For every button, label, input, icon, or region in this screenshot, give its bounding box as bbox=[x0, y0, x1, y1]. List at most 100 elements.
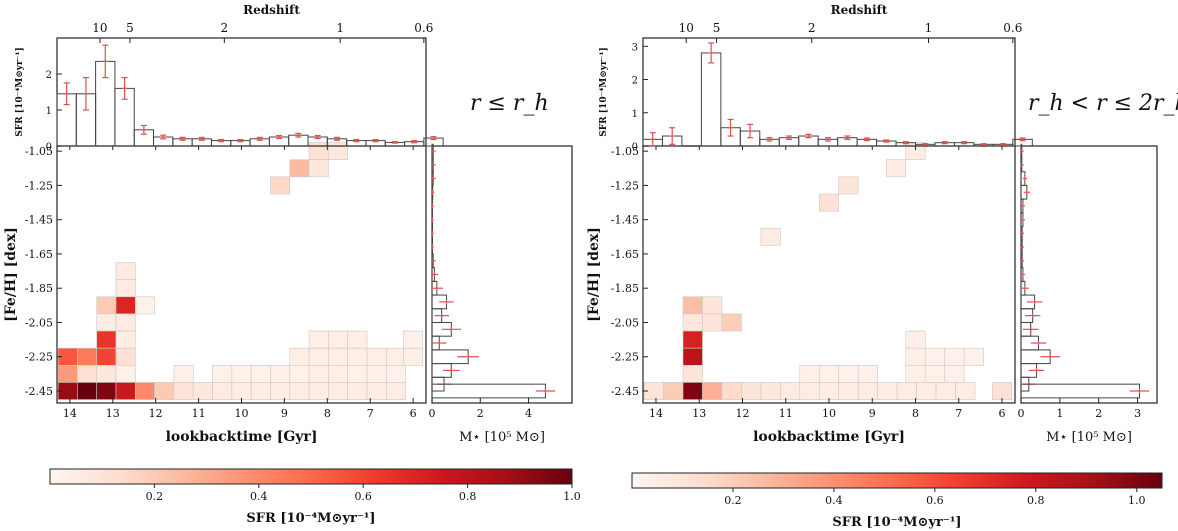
colorbar-tick-label: 1.0 bbox=[1128, 494, 1146, 507]
heatmap-cell bbox=[702, 382, 723, 400]
heatmap-cell bbox=[818, 382, 840, 400]
heatmap-cell bbox=[905, 365, 926, 383]
x-tick-label: 10 bbox=[235, 407, 249, 420]
mass-tick-label: 2 bbox=[477, 407, 484, 420]
heatmap-cell bbox=[721, 382, 742, 400]
heatmap-cell bbox=[328, 365, 348, 383]
redshift-tick-label: 1 bbox=[925, 21, 933, 35]
colorbar-tick-label: 0.2 bbox=[146, 490, 164, 503]
colorbar-tick-label: 0.8 bbox=[1027, 494, 1045, 507]
y-tick-label: -2.25 bbox=[611, 351, 639, 364]
colorbar-tick-label: 0.6 bbox=[354, 490, 372, 503]
heatmap-cell bbox=[760, 227, 781, 246]
redshift-tick-label: 0.6 bbox=[414, 21, 433, 35]
x-tick-label: 11 bbox=[192, 407, 206, 420]
heatmap-cell bbox=[115, 382, 136, 400]
heatmap-cell bbox=[366, 347, 387, 366]
y-axis-label: [Fe/H] [dex] bbox=[586, 227, 602, 322]
heatmap-cell bbox=[386, 382, 406, 400]
y-tick-label: -2.45 bbox=[25, 385, 53, 398]
colorbar-tick-label: 0.2 bbox=[724, 494, 742, 507]
heatmap-cell bbox=[857, 365, 878, 383]
heatmap-cell bbox=[935, 382, 956, 400]
heatmap-cell bbox=[115, 313, 136, 332]
x-tick-label: 8 bbox=[912, 407, 919, 420]
y-tick-label: -1.05 bbox=[25, 145, 53, 158]
colorbar bbox=[631, 472, 1163, 489]
heatmap-cell bbox=[905, 330, 926, 349]
heatmap-cell bbox=[192, 382, 213, 400]
y-tick-label: -2.45 bbox=[611, 385, 639, 398]
x-tick-label: 10 bbox=[822, 407, 836, 420]
sfr-axis-label: SFR [10⁻⁴M⊙yr⁻¹] bbox=[599, 47, 609, 136]
heatmap-cell bbox=[386, 365, 406, 383]
sfr-tick-label: 2 bbox=[632, 76, 638, 87]
redshift-tick-label: 2 bbox=[808, 21, 816, 35]
heatmap-cell bbox=[115, 262, 136, 280]
heatmap-cell bbox=[916, 382, 937, 400]
y-tick-label: -1.05 bbox=[611, 145, 639, 158]
mass-tick-label: 0 bbox=[1018, 407, 1025, 420]
x-tick-label: 6 bbox=[410, 407, 417, 420]
heatmap-cell bbox=[308, 142, 329, 161]
sfr-axes-frame bbox=[642, 37, 1016, 147]
redshift-tick-label: 0.6 bbox=[1003, 21, 1022, 35]
region-annotation: r ≤ r_h bbox=[470, 91, 549, 116]
heatmap-cell bbox=[905, 347, 926, 366]
x-tick-label: 7 bbox=[367, 407, 374, 420]
heatmap-cell bbox=[347, 365, 368, 383]
x-axis-label: lookbacktime [Gyr] bbox=[753, 429, 905, 445]
heatmap-cell bbox=[250, 365, 271, 383]
y-tick-label: -1.85 bbox=[25, 282, 53, 295]
heatmap-cell bbox=[944, 347, 965, 366]
colorbar bbox=[49, 468, 573, 485]
colorbar-tick-label: 1.0 bbox=[563, 490, 581, 503]
sfr-history-bar bbox=[700, 52, 722, 147]
heatmap-cell bbox=[366, 365, 387, 383]
region-annotation: r_h < r ≤ 2r_h bbox=[1028, 91, 1178, 116]
x-tick-label: 6 bbox=[999, 407, 1006, 420]
heatmap-cell bbox=[924, 347, 946, 366]
heatmap-cell bbox=[115, 296, 136, 315]
heatmap-cell bbox=[721, 313, 742, 332]
heatmap-cell bbox=[955, 382, 976, 400]
heatmap-cell bbox=[173, 382, 194, 400]
heatmap-cell bbox=[386, 347, 406, 366]
sfr-tick-label: 1 bbox=[632, 109, 638, 120]
heatmap-cell bbox=[328, 347, 348, 366]
y-tick-label: -1.25 bbox=[25, 179, 53, 192]
heatmap-cell bbox=[780, 382, 801, 400]
heatmap-cell bbox=[115, 365, 136, 383]
x-tick-label: 13 bbox=[106, 407, 120, 420]
heatmap-cell bbox=[663, 382, 684, 400]
heatmap-cell bbox=[308, 347, 329, 366]
y-axis-label: [Fe/H] [dex] bbox=[3, 227, 19, 322]
redshift-tick-label: 10 bbox=[679, 21, 694, 35]
heatmap-cell bbox=[115, 330, 136, 349]
heatmap-cell bbox=[877, 382, 898, 400]
mass-tick-label: 4 bbox=[525, 407, 532, 420]
heatmap-cell bbox=[896, 382, 917, 400]
heatmap-cell bbox=[682, 330, 703, 349]
y-tick-label: -1.65 bbox=[25, 248, 53, 261]
heatmap-cell bbox=[57, 365, 78, 383]
heatmap-cell bbox=[115, 347, 136, 366]
y-tick-label: -1.25 bbox=[611, 179, 639, 192]
heatmap-cell bbox=[289, 347, 310, 366]
heatmap-cell bbox=[702, 296, 723, 315]
heatmap-cell bbox=[328, 330, 348, 349]
heatmap-cell bbox=[838, 382, 859, 400]
mass-axis-label: M⋆ [10⁵ M⊙] bbox=[1046, 430, 1132, 445]
x-tick-label: 13 bbox=[692, 407, 706, 420]
sfr-tick-label: 2 bbox=[46, 70, 52, 81]
mass-tick-label: 3 bbox=[1134, 407, 1141, 420]
colorbar-tick-label: 0.4 bbox=[825, 494, 843, 507]
heatmap-cell bbox=[154, 382, 175, 400]
heatmap-cell bbox=[77, 365, 97, 383]
heatmap-cell bbox=[838, 176, 859, 195]
heatmap-cell bbox=[308, 330, 329, 349]
heatmap-cell bbox=[403, 330, 424, 349]
heatmap-cell bbox=[96, 382, 117, 400]
heatmap-cell bbox=[77, 382, 97, 400]
